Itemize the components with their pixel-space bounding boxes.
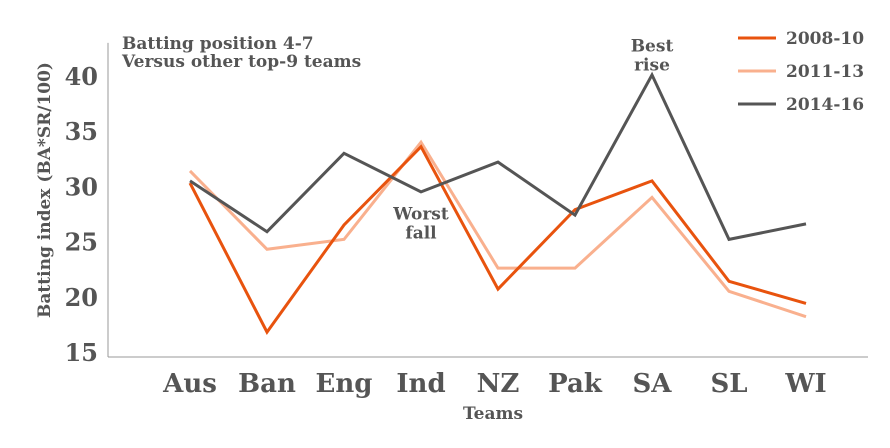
x-tick-label: SL <box>710 369 747 399</box>
y-tick-label: 25 <box>65 228 98 257</box>
chart-subtitle: Versus other top-9 teams <box>121 52 361 72</box>
y-tick-label: 30 <box>65 172 98 201</box>
x-tick-label: Pak <box>548 369 603 399</box>
series-line-2011-13 <box>188 139 807 319</box>
axes: 15 20 25 30 35 40 Aus Ban Eng Ind NZ Pak SA SL WI <box>65 42 868 399</box>
y-tick-label: 35 <box>65 117 98 146</box>
y-axis-label: Batting index (BA*SR/100) <box>35 62 55 318</box>
series-line-2008-10 <box>188 144 807 335</box>
y-tick-label: 15 <box>65 338 98 367</box>
annotation: Best rise <box>631 37 674 76</box>
x-tick-label: Ind <box>396 369 445 399</box>
chart-title: Batting position 4-7 <box>122 34 314 54</box>
annotations: Best rise Worst fall <box>392 37 673 244</box>
series-line-2014-16 <box>189 71 807 242</box>
annotation: Worst fall <box>392 205 449 244</box>
legend-label: 2008-10 <box>786 29 864 49</box>
legend-label: 2014-16 <box>786 95 864 115</box>
x-tick-label: WI <box>784 369 826 399</box>
x-tick-label: SA <box>633 369 673 399</box>
y-tick-label: 40 <box>65 62 98 91</box>
x-tick-label: Aus <box>162 369 217 399</box>
legend: 2008-10 2011-13 2014-16 <box>738 29 864 115</box>
x-tick-label: Ban <box>238 369 296 399</box>
legend-label: 2011-13 <box>786 62 864 82</box>
y-tick-label: 20 <box>65 283 98 312</box>
x-tick-label: NZ <box>477 369 520 399</box>
x-tick-label: Eng <box>316 369 373 399</box>
x-axis-label: Teams <box>463 404 523 424</box>
series-lines <box>188 71 807 335</box>
